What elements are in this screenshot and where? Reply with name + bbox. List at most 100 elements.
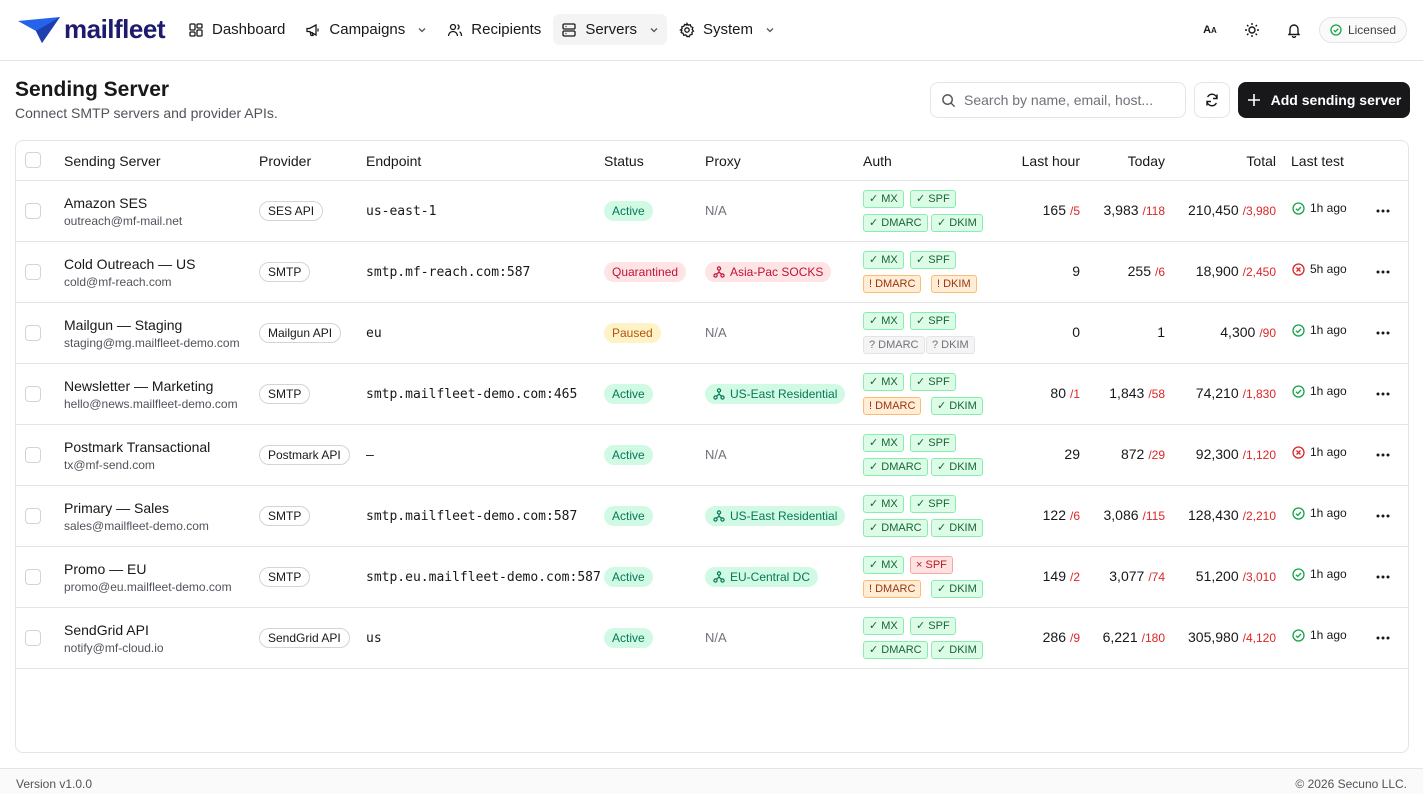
nav-item-dashboard[interactable]: Dashboard — [180, 14, 293, 45]
copyright-text: © 2026 Secuno LLC. — [1295, 777, 1407, 791]
refresh-button[interactable] — [1194, 82, 1230, 118]
server-name[interactable]: Newsletter — Marketing — [64, 378, 214, 394]
row-actions-button[interactable] — [1373, 201, 1393, 221]
col-sending-server[interactable]: Sending Server — [64, 153, 161, 169]
total-count: 92,300/1,120 — [1156, 446, 1276, 462]
row-checkbox[interactable] — [25, 569, 41, 585]
table-row[interactable]: Cold Outreach — US cold@mf-reach.com SMTP s… — [16, 242, 1408, 303]
col-status[interactable]: Status — [604, 153, 644, 169]
table-row[interactable]: Promo — EU promo@eu.mailfleet-demo.com SMT… — [16, 547, 1408, 608]
col-provider[interactable]: Provider — [259, 153, 312, 169]
proxy-badge[interactable]: US-East Residential — [705, 506, 846, 526]
notifications-button[interactable] — [1273, 17, 1315, 43]
auth-chip-spf: ✓ SPF — [910, 373, 956, 391]
sent-count: 9 — [1072, 263, 1080, 279]
col-endpoint[interactable]: Endpoint — [366, 153, 422, 169]
col-proxy[interactable]: Proxy — [705, 153, 741, 169]
select-all-checkbox[interactable] — [25, 152, 41, 168]
server-name[interactable]: SendGrid API — [64, 622, 149, 638]
auth-chip-dmarc: ✓ DMARC — [863, 214, 928, 232]
endpoint-value: eu — [366, 326, 382, 341]
last-hour-count: 9 — [990, 263, 1080, 279]
today-count: 3,077/74 — [1065, 568, 1165, 584]
brand-logo[interactable]: mailfleet — [16, 14, 166, 45]
auth-chip-dmarc: ? DMARC — [863, 336, 925, 354]
table-row[interactable]: Mailgun — Staging staging@mg.mailfleet-de… — [16, 303, 1408, 364]
server-name[interactable]: Mailgun — Staging — [64, 317, 183, 333]
row-actions-button[interactable] — [1373, 567, 1393, 587]
nav-item-label: Servers — [585, 21, 637, 38]
col-total[interactable]: Total — [1246, 153, 1276, 169]
bounce-count: /1,120 — [1242, 448, 1276, 462]
table-row[interactable]: Postmark Transactional tx@mf-send.com Post… — [16, 425, 1408, 486]
row-actions-button[interactable] — [1373, 323, 1393, 343]
license-badge[interactable]: Licensed — [1318, 17, 1407, 43]
theme-toggle-button[interactable] — [1231, 17, 1273, 43]
more-icon — [1376, 575, 1390, 579]
table-row[interactable]: Amazon SES outreach@mf-mail.net SES API us-… — [16, 181, 1408, 242]
provider-badge: Mailgun API — [259, 323, 342, 343]
row-actions-button[interactable] — [1373, 262, 1393, 282]
chevron-down-icon — [766, 27, 774, 32]
row-checkbox[interactable] — [25, 203, 41, 219]
status-badge: Quarantined — [604, 262, 687, 282]
font-size-button[interactable]: AA — [1189, 17, 1231, 43]
sent-count: 18,900 — [1195, 263, 1239, 279]
network-icon — [713, 388, 725, 400]
nav-item-servers[interactable]: Servers — [553, 14, 667, 45]
nav-item-campaigns[interactable]: Campaigns — [297, 14, 435, 45]
server-name[interactable]: Postmark Transactional — [64, 439, 211, 455]
proxy-badge[interactable]: EU-Central DC — [705, 567, 819, 587]
sent-count: 29 — [1064, 446, 1080, 462]
bounce-count: /9 — [1069, 631, 1080, 645]
server-name[interactable]: Amazon SES — [64, 195, 148, 211]
today-count: 3,086/115 — [1065, 507, 1165, 523]
bounce-count: /115 — [1142, 509, 1165, 523]
col-last-hour[interactable]: Last hour — [1021, 153, 1080, 169]
row-checkbox[interactable] — [25, 325, 41, 341]
proxy-badge[interactable]: US-East Residential — [705, 384, 846, 404]
megaphone-icon — [306, 23, 320, 36]
auth-chip-dkim: ✓ DKIM — [931, 580, 983, 598]
server-name[interactable]: Promo — EU — [64, 561, 147, 577]
add-sending-server-label: Add sending server — [1270, 92, 1402, 108]
status-badge: Active — [604, 201, 653, 221]
check-circle-icon — [1292, 323, 1305, 337]
row-checkbox[interactable] — [25, 386, 41, 402]
nav-item-system[interactable]: System — [671, 14, 783, 45]
search-input[interactable] — [964, 92, 1174, 108]
page-subtitle: Connect SMTP servers and provider APIs. — [15, 105, 278, 121]
col-today[interactable]: Today — [1127, 153, 1165, 169]
last-hour-count: 149/2 — [990, 568, 1080, 584]
nav-item-recipients[interactable]: Recipients — [439, 14, 549, 45]
proxy-none: N/A — [705, 325, 727, 340]
auth-chip-dmarc: ✓ DMARC — [863, 519, 928, 537]
table-row[interactable]: Primary — Sales sales@mailfleet-demo.com S… — [16, 486, 1408, 547]
sent-count: 872 — [1120, 446, 1145, 462]
more-icon — [1376, 209, 1390, 213]
sent-count: 0 — [1072, 324, 1080, 340]
row-checkbox[interactable] — [25, 630, 41, 646]
server-name[interactable]: Cold Outreach — US — [64, 256, 196, 272]
row-actions-button[interactable] — [1373, 628, 1393, 648]
row-checkbox[interactable] — [25, 264, 41, 280]
auth-chip-dmarc: ! DMARC — [863, 580, 922, 598]
proxy-badge[interactable]: Asia-Pac SOCKS — [705, 262, 832, 282]
row-actions-button[interactable] — [1373, 506, 1393, 526]
row-checkbox[interactable] — [25, 508, 41, 524]
provider-badge: SMTP — [259, 384, 311, 404]
table-row[interactable]: SendGrid API notify@mf-cloud.io SendGrid A… — [16, 608, 1408, 669]
check-circle-icon — [1292, 384, 1305, 398]
sent-count: 74,210 — [1195, 385, 1239, 401]
add-sending-server-button[interactable]: Add sending server — [1238, 82, 1410, 118]
top-navbar: mailfleet Dashboard Campaigns Recipients Se… — [0, 0, 1423, 61]
col-last-test[interactable]: Last test — [1291, 153, 1344, 169]
server-name[interactable]: Primary — Sales — [64, 500, 170, 516]
table-row[interactable]: Newsletter — Marketing hello@news.mailfle… — [16, 364, 1408, 425]
bounce-count: /29 — [1148, 448, 1165, 462]
row-checkbox[interactable] — [25, 447, 41, 463]
row-actions-button[interactable] — [1373, 384, 1393, 404]
col-auth[interactable]: Auth — [863, 153, 892, 169]
row-actions-button[interactable] — [1373, 445, 1393, 465]
total-count: 4,300/90 — [1156, 324, 1276, 340]
